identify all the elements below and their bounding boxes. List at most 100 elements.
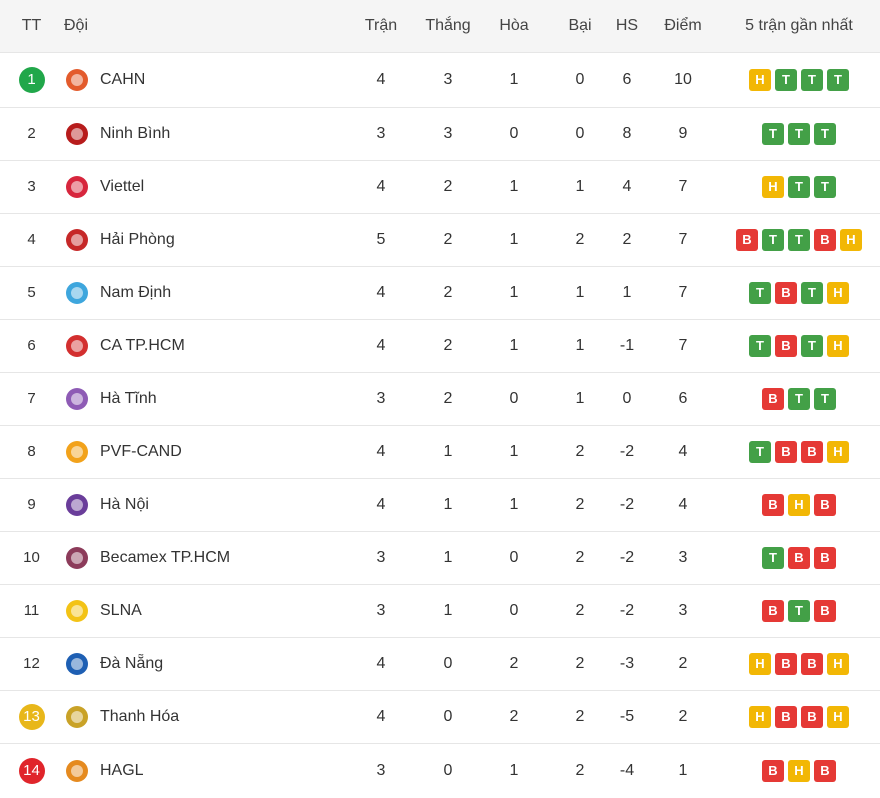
form-result-chip: H bbox=[827, 441, 849, 463]
table-row[interactable]: 3 Viettel 4 2 1 1 4 7 H T T bbox=[0, 160, 880, 214]
lost-count: 2 bbox=[575, 549, 585, 566]
won-count: 2 bbox=[443, 284, 453, 301]
lost-count-cell: 2 bbox=[554, 743, 606, 798]
nam-dinh-logo-icon bbox=[66, 282, 88, 304]
won-count: 1 bbox=[443, 549, 453, 566]
form-result-chip: B bbox=[775, 706, 797, 728]
played-count-cell: 3 bbox=[340, 584, 422, 638]
table-row[interactable]: 5 Nam Định 4 2 1 1 1 7 T B T H bbox=[0, 266, 880, 320]
lost-count: 0 bbox=[575, 125, 585, 142]
team-name-group[interactable]: Hải Phòng bbox=[64, 227, 339, 253]
table-row[interactable]: 7 Hà Tĩnh 3 2 0 1 0 6 B T T bbox=[0, 372, 880, 426]
form-result-chip: B bbox=[762, 494, 784, 516]
table-row[interactable]: 8 PVF-CAND 4 1 1 2 -2 4 T B B H bbox=[0, 425, 880, 479]
rank-cell: 7 bbox=[0, 372, 63, 426]
team-name-group[interactable]: Viettel bbox=[64, 174, 339, 200]
team-cell: Ninh Bình bbox=[63, 107, 340, 161]
lost-count: 2 bbox=[575, 602, 585, 619]
team-name-group[interactable]: Thanh Hóa bbox=[64, 704, 339, 730]
goal-difference-cell: -4 bbox=[606, 743, 648, 798]
team-name-group[interactable]: Hà Tĩnh bbox=[64, 386, 339, 412]
drawn-count-cell: 0 bbox=[474, 372, 554, 426]
rank-cell: 12 bbox=[0, 637, 63, 691]
team-name: Hà Tĩnh bbox=[100, 390, 157, 407]
team-name-group[interactable]: Đà Nẵng bbox=[64, 651, 339, 677]
team-name-group[interactable]: Hà Nội bbox=[64, 492, 339, 518]
lost-count: 2 bbox=[575, 496, 585, 513]
table-row[interactable]: 12 Đà Nẵng 4 0 2 2 -3 2 H B B H bbox=[0, 637, 880, 691]
table-row[interactable]: 9 Hà Nội 4 1 1 2 -2 4 B H B bbox=[0, 478, 880, 532]
goal-difference: 1 bbox=[622, 284, 632, 301]
points-cell: 3 bbox=[648, 584, 718, 638]
team-name-group[interactable]: HAGL bbox=[64, 758, 339, 784]
played-count-cell: 4 bbox=[340, 690, 422, 744]
table-row[interactable]: 4 Hải Phòng 5 2 1 2 2 7 B T T B H bbox=[0, 213, 880, 267]
table-row[interactable]: 6 CA TP.HCM 4 2 1 1 -1 7 T B T H bbox=[0, 319, 880, 373]
played-count-cell: 4 bbox=[340, 52, 422, 108]
team-cell: Đà Nẵng bbox=[63, 637, 340, 691]
played-count-cell: 5 bbox=[340, 213, 422, 267]
table-row[interactable]: 2 Ninh Bình 3 3 0 0 8 9 T T T bbox=[0, 107, 880, 161]
lost-count: 1 bbox=[575, 337, 585, 354]
played-count-cell: 4 bbox=[340, 266, 422, 320]
won-count: 2 bbox=[443, 390, 453, 407]
form-result-chip: B bbox=[801, 653, 823, 675]
team-name-group[interactable]: CA TP.HCM bbox=[64, 333, 339, 359]
lost-count: 2 bbox=[575, 761, 585, 779]
form-result-chip: H bbox=[762, 176, 784, 198]
won-count: 2 bbox=[443, 337, 453, 354]
team-cell: Hải Phòng bbox=[63, 213, 340, 267]
won-count-cell: 0 bbox=[422, 637, 474, 691]
lost-count: 2 bbox=[575, 708, 585, 725]
table-row[interactable]: 1 CAHN 4 3 1 0 6 10 H T T T bbox=[0, 52, 880, 108]
team-name-group[interactable]: CAHN bbox=[64, 67, 339, 93]
points-cell: 2 bbox=[648, 690, 718, 744]
rank-cell: 1 bbox=[0, 52, 63, 108]
drawn-count: 1 bbox=[509, 231, 519, 248]
form-result-chip: B bbox=[762, 759, 784, 782]
rank-number: 13 bbox=[18, 704, 45, 730]
form-result-chip: T bbox=[749, 282, 771, 304]
lost-count-cell: 2 bbox=[554, 478, 606, 532]
team-cell: CA TP.HCM bbox=[63, 319, 340, 373]
drawn-count-cell: 1 bbox=[474, 478, 554, 532]
form-result-chip: H bbox=[827, 335, 849, 357]
team-name-group[interactable]: Becamex TP.HCM bbox=[64, 545, 339, 571]
points: 2 bbox=[678, 655, 688, 672]
played-count: 3 bbox=[376, 761, 386, 779]
team-name-group[interactable]: PVF-CAND bbox=[64, 439, 339, 465]
team-name: Đà Nẵng bbox=[100, 655, 164, 672]
team-name: Thanh Hóa bbox=[100, 708, 180, 725]
drawn-count-cell: 1 bbox=[474, 743, 554, 798]
team-name-group[interactable]: Ninh Bình bbox=[64, 121, 339, 147]
team-name-group[interactable]: SLNA bbox=[64, 598, 339, 624]
team-name: Becamex TP.HCM bbox=[100, 549, 231, 566]
rank-number: 6 bbox=[27, 337, 36, 354]
table-row[interactable]: 10 Becamex TP.HCM 3 1 0 2 -2 3 T B B bbox=[0, 531, 880, 585]
team-name: SLNA bbox=[100, 602, 142, 619]
team-cell: Hà Tĩnh bbox=[63, 372, 340, 426]
team-name-group[interactable]: Nam Định bbox=[64, 280, 339, 306]
lost-count-cell: 2 bbox=[554, 213, 606, 267]
team-cell: SLNA bbox=[63, 584, 340, 638]
table-row[interactable]: 14 HAGL 3 0 1 2 -4 1 B H B bbox=[0, 743, 880, 798]
goal-difference-cell: 1 bbox=[606, 266, 648, 320]
team-name: Nam Định bbox=[100, 284, 172, 301]
played-count: 3 bbox=[376, 602, 386, 619]
pvf-cand-logo-icon bbox=[66, 441, 88, 463]
rank-number: 7 bbox=[27, 390, 36, 407]
points: 1 bbox=[678, 761, 688, 779]
form-result-chip: T bbox=[788, 229, 810, 251]
table-row[interactable]: 11 SLNA 3 1 0 2 -2 3 B T B bbox=[0, 584, 880, 638]
points: 3 bbox=[678, 549, 688, 566]
table-row[interactable]: 13 Thanh Hóa 4 0 2 2 -5 2 H B B H bbox=[0, 690, 880, 744]
